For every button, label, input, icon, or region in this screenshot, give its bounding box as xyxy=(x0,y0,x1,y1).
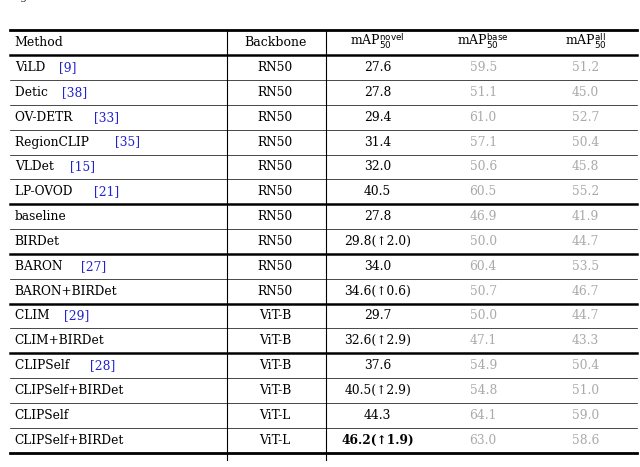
Text: [21]: [21] xyxy=(94,185,119,198)
Text: RN50: RN50 xyxy=(257,185,293,198)
Text: LP-OVOD: LP-OVOD xyxy=(15,185,76,198)
Text: 31.4: 31.4 xyxy=(364,135,391,149)
Text: 58.6: 58.6 xyxy=(572,434,599,446)
Text: 50.0: 50.0 xyxy=(470,235,497,248)
Text: RN50: RN50 xyxy=(257,111,293,124)
Text: BARON: BARON xyxy=(15,260,66,273)
Text: 46.2(↑1.9): 46.2(↑1.9) xyxy=(341,434,414,446)
Text: RN50: RN50 xyxy=(257,135,293,149)
Text: 40.5(↑2.9): 40.5(↑2.9) xyxy=(344,384,411,397)
Text: CLIPSelf+BIRDet: CLIPSelf+BIRDet xyxy=(15,384,124,397)
Text: 37.6: 37.6 xyxy=(364,359,391,372)
Text: 50.0: 50.0 xyxy=(470,310,497,322)
Text: 50.6: 50.6 xyxy=(470,161,497,173)
Text: 27.8: 27.8 xyxy=(364,86,391,99)
Text: 40.5: 40.5 xyxy=(364,185,391,198)
Text: 57.1: 57.1 xyxy=(470,135,497,149)
Text: 50.4: 50.4 xyxy=(572,359,599,372)
Text: OV-DETR: OV-DETR xyxy=(15,111,76,124)
Text: BARON+BIRDet: BARON+BIRDet xyxy=(15,284,117,297)
Text: 61.0: 61.0 xyxy=(470,111,497,124)
Text: Backbone: Backbone xyxy=(244,36,307,50)
Text: [27]: [27] xyxy=(81,260,106,273)
Text: 52.7: 52.7 xyxy=(572,111,599,124)
Text: 44.7: 44.7 xyxy=(572,235,599,248)
Text: ViT-B: ViT-B xyxy=(259,334,291,347)
Text: 45.8: 45.8 xyxy=(572,161,599,173)
Text: CLIM: CLIM xyxy=(15,310,53,322)
Text: 27.6: 27.6 xyxy=(364,61,391,74)
Text: CLIM+BIRDet: CLIM+BIRDet xyxy=(15,334,104,347)
Text: 27.8: 27.8 xyxy=(364,210,391,223)
Text: [9]: [9] xyxy=(59,61,76,74)
Text: 60.4: 60.4 xyxy=(470,260,497,273)
Text: 32.0: 32.0 xyxy=(364,161,391,173)
Text: ViT-B: ViT-B xyxy=(259,310,291,322)
Text: RegionCLIP: RegionCLIP xyxy=(15,135,92,149)
Text: [28]: [28] xyxy=(90,359,115,372)
Text: VLDet: VLDet xyxy=(15,161,58,173)
Text: 34.0: 34.0 xyxy=(364,260,391,273)
Text: 60.5: 60.5 xyxy=(470,185,497,198)
Text: 47.1: 47.1 xyxy=(470,334,497,347)
Text: 50.7: 50.7 xyxy=(470,284,497,297)
Text: RN50: RN50 xyxy=(257,260,293,273)
Text: ViT-B: ViT-B xyxy=(259,359,291,372)
Text: RN50: RN50 xyxy=(257,61,293,74)
Text: 45.0: 45.0 xyxy=(572,86,599,99)
Text: ViT-L: ViT-L xyxy=(260,409,291,422)
Text: [35]: [35] xyxy=(115,135,140,149)
Text: 44.7: 44.7 xyxy=(572,310,599,322)
Text: 41.9: 41.9 xyxy=(572,210,599,223)
Text: ViLD: ViLD xyxy=(15,61,49,74)
Text: 29.8(↑2.0): 29.8(↑2.0) xyxy=(344,235,411,248)
Text: [33]: [33] xyxy=(93,111,119,124)
Text: Figure 2: Figure 2 xyxy=(10,0,54,2)
Text: RN50: RN50 xyxy=(257,210,293,223)
Text: 43.3: 43.3 xyxy=(572,334,599,347)
Text: 32.6(↑2.9): 32.6(↑2.9) xyxy=(344,334,411,347)
Text: 46.9: 46.9 xyxy=(470,210,497,223)
Text: Detic: Detic xyxy=(15,86,51,99)
Text: 51.1: 51.1 xyxy=(470,86,497,99)
Text: RN50: RN50 xyxy=(257,161,293,173)
Text: 44.3: 44.3 xyxy=(364,409,391,422)
Text: [15]: [15] xyxy=(70,161,95,173)
Text: CLIPSelf: CLIPSelf xyxy=(15,409,69,422)
Text: baseline: baseline xyxy=(15,210,67,223)
Text: 34.6(↑0.6): 34.6(↑0.6) xyxy=(344,284,411,297)
Text: 51.0: 51.0 xyxy=(572,384,599,397)
Text: CLIPSelf: CLIPSelf xyxy=(15,359,73,372)
Text: 46.7: 46.7 xyxy=(572,284,599,297)
Text: 29.7: 29.7 xyxy=(364,310,391,322)
Text: 54.9: 54.9 xyxy=(470,359,497,372)
Text: 59.5: 59.5 xyxy=(470,61,497,74)
Text: ViT-B: ViT-B xyxy=(259,384,291,397)
Text: 53.5: 53.5 xyxy=(572,260,599,273)
Text: mAP$_{50}^{\rm all}$: mAP$_{50}^{\rm all}$ xyxy=(564,32,607,51)
Text: [29]: [29] xyxy=(65,310,90,322)
Text: 54.8: 54.8 xyxy=(470,384,497,397)
Text: mAP$_{50}^{\rm novel}$: mAP$_{50}^{\rm novel}$ xyxy=(350,32,405,51)
Text: 51.2: 51.2 xyxy=(572,61,599,74)
Text: Method: Method xyxy=(15,36,63,50)
Text: ViT-L: ViT-L xyxy=(260,434,291,446)
Text: RN50: RN50 xyxy=(257,86,293,99)
Text: 29.4: 29.4 xyxy=(364,111,391,124)
Text: mAP$_{50}^{\rm base}$: mAP$_{50}^{\rm base}$ xyxy=(457,32,509,51)
Text: BIRDet: BIRDet xyxy=(15,235,60,248)
Text: 50.4: 50.4 xyxy=(572,135,599,149)
Text: RN50: RN50 xyxy=(257,235,293,248)
Text: 64.1: 64.1 xyxy=(470,409,497,422)
Text: RN50: RN50 xyxy=(257,284,293,297)
Text: [38]: [38] xyxy=(62,86,87,99)
Text: CLIPSelf+BIRDet: CLIPSelf+BIRDet xyxy=(15,434,124,446)
Text: 55.2: 55.2 xyxy=(572,185,599,198)
Text: 63.0: 63.0 xyxy=(470,434,497,446)
Text: 59.0: 59.0 xyxy=(572,409,599,422)
